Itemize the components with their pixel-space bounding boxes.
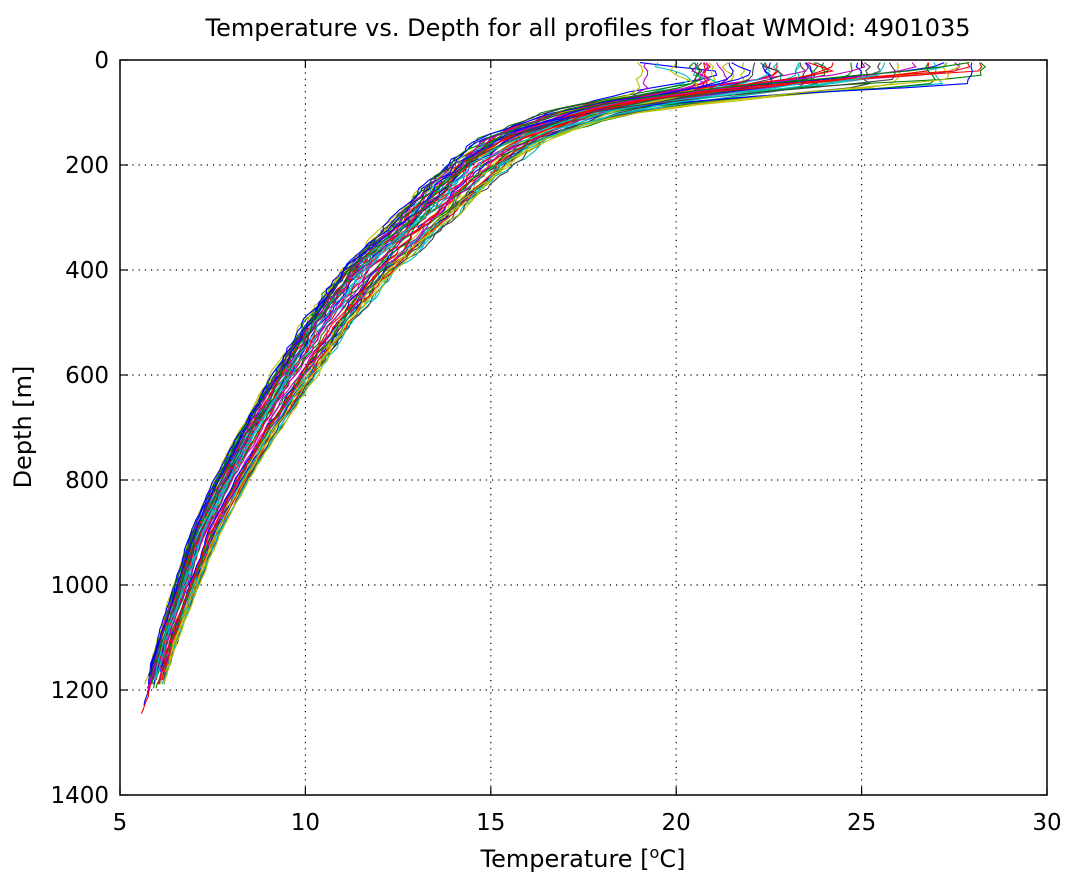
profile-line: [163, 62, 697, 685]
profile-line: [143, 62, 718, 706]
profile-line: [147, 62, 644, 677]
profile-line: [146, 62, 710, 693]
profile-line: [163, 62, 721, 685]
y-tick-label: 1000: [50, 573, 109, 599]
profile-line: [151, 62, 712, 685]
profile-line: [147, 62, 701, 685]
profile-line: [151, 62, 703, 672]
y-tick-label: 1200: [50, 678, 109, 704]
y-tick-label: 200: [65, 153, 109, 179]
x-tick-label: 10: [291, 810, 320, 836]
x-axis-label: Temperature [oC]: [480, 843, 686, 873]
profile-line: [154, 62, 802, 681]
profile-lines: [140, 62, 987, 714]
x-tick-labels: 5 10 15 20 25 30: [113, 810, 1062, 836]
profile-line: [164, 62, 950, 672]
x-tick-label: 25: [847, 810, 876, 836]
profile-line: [156, 62, 930, 668]
profile-line: [159, 62, 708, 664]
x-tick-label: 30: [1032, 810, 1061, 836]
profile-line: [161, 62, 835, 681]
profile-line: [163, 62, 817, 672]
y-tick-label: 1400: [50, 783, 109, 809]
y-tick-labels: 0 200 400 600 800 1000 1200 1400: [50, 48, 109, 809]
y-tick-label: 0: [94, 48, 109, 74]
profile-line: [152, 62, 944, 676]
profile-line: [162, 62, 716, 672]
profile-line: [149, 62, 703, 668]
chart-title: Temperature vs. Depth for all profiles f…: [204, 14, 970, 42]
profile-line: [150, 62, 896, 676]
profile-line: [147, 62, 752, 685]
profile-line: [146, 62, 866, 689]
profile-line: [152, 62, 734, 668]
profile-line: [149, 62, 973, 668]
plot-area-frame: [119, 59, 1048, 796]
profile-line: [154, 62, 970, 664]
profile-line: [147, 62, 983, 689]
profile-line: [148, 62, 936, 676]
profile-line: [154, 62, 692, 681]
profile-line: [158, 62, 729, 664]
profile-line: [154, 62, 886, 681]
profile-line: [167, 62, 746, 668]
x-tick-label: 5: [113, 810, 128, 836]
profile-line: [152, 62, 649, 668]
y-axis-label: Depth [m]: [9, 366, 37, 489]
y-tick-label: 400: [65, 258, 109, 284]
y-tick-label: 800: [65, 468, 109, 494]
axis-ticks: [119, 59, 1048, 796]
profile-line: [152, 62, 756, 681]
profile-line: [144, 62, 903, 685]
profile-line: [160, 62, 815, 681]
x-tick-label: 15: [476, 810, 505, 836]
x-tick-label: 20: [662, 810, 691, 836]
profile-line: [152, 62, 735, 668]
y-tick-label: 600: [65, 363, 109, 389]
profile-line: [163, 62, 853, 668]
profile-line: [159, 62, 709, 668]
